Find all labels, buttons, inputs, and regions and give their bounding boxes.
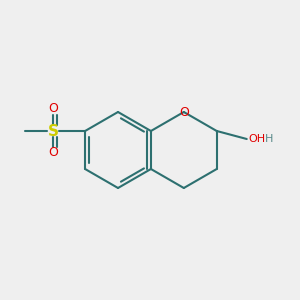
Text: O: O bbox=[48, 146, 58, 160]
Text: OH: OH bbox=[249, 134, 266, 144]
Text: O: O bbox=[179, 106, 189, 118]
Text: H: H bbox=[265, 134, 273, 144]
Text: S: S bbox=[48, 124, 58, 139]
Text: O: O bbox=[48, 103, 58, 116]
